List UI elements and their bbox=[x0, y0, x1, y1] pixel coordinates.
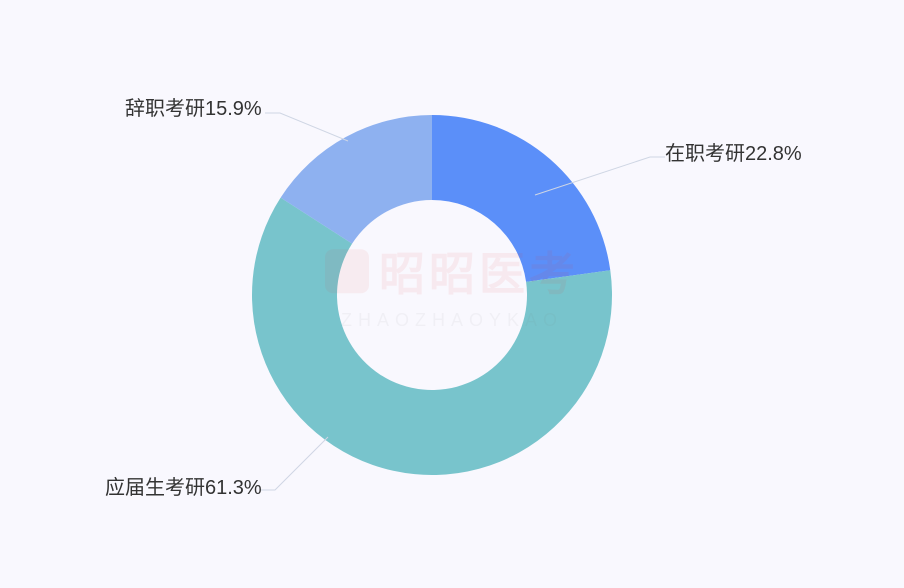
donut-chart: 昭昭医考 ZHAOZHAOYKAO 在职考研22.8%应届生考研61.3%辞职考… bbox=[0, 0, 904, 588]
label-quit_job: 辞职考研15.9% bbox=[125, 92, 262, 121]
label-on_job: 在职考研22.8% bbox=[665, 137, 802, 166]
label-fresh_grad: 应届生考研61.3% bbox=[105, 471, 262, 500]
